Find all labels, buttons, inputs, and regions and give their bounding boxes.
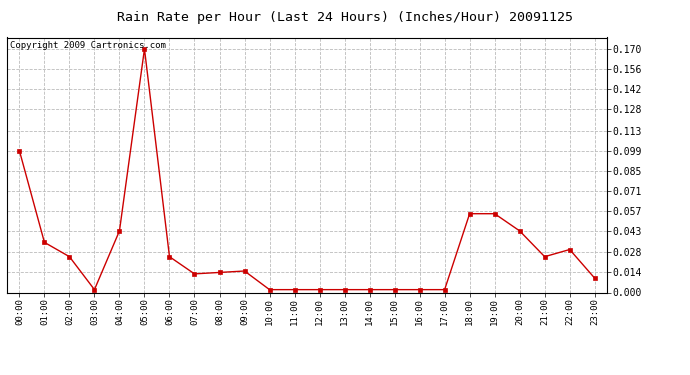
Text: Copyright 2009 Cartronics.com: Copyright 2009 Cartronics.com bbox=[10, 41, 166, 50]
Text: Rain Rate per Hour (Last 24 Hours) (Inches/Hour) 20091125: Rain Rate per Hour (Last 24 Hours) (Inch… bbox=[117, 11, 573, 24]
